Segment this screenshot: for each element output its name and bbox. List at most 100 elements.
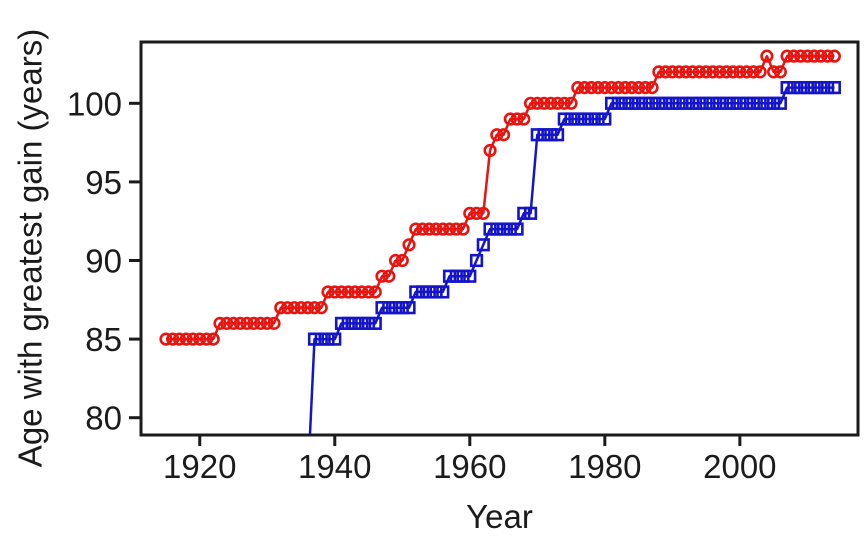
red-circles-marker (611, 80, 625, 95)
red-circles-marker (658, 65, 673, 79)
red-circles-marker (422, 222, 436, 236)
red-circles-marker (625, 80, 639, 95)
red-circles-marker (476, 206, 490, 220)
red-circles-marker (767, 65, 781, 79)
red-circles-marker (334, 285, 349, 299)
red-circles-marker (267, 316, 281, 330)
red-circles-marker (402, 238, 416, 252)
red-circles-marker (706, 65, 720, 79)
x-axis: 1920 1940 1960 1980 2000 (163, 435, 777, 485)
red-circles-marker (307, 301, 322, 315)
red-circles-marker (712, 65, 727, 79)
red-circles-marker (577, 80, 592, 95)
red-circles-marker (287, 301, 301, 315)
red-circles-marker (159, 332, 173, 346)
red-circles-marker (800, 49, 814, 63)
red-circles-marker (510, 112, 524, 126)
red-circles-marker (294, 301, 308, 315)
red-circles-marker (220, 316, 234, 330)
red-circles-marker (260, 316, 274, 330)
red-circles-marker (591, 80, 605, 95)
blue-squares-marker (476, 238, 490, 252)
red-circles-marker (557, 96, 571, 110)
blue-squares-marker (794, 80, 808, 95)
red-circles-marker (773, 65, 787, 79)
blue-squares-marker (496, 222, 511, 236)
red-circles-marker (807, 49, 821, 63)
red-circles-marker (679, 65, 693, 79)
red-circles-marker (321, 285, 335, 299)
x-tick-label: 2000 (703, 448, 776, 485)
red-circles-marker (483, 143, 497, 158)
blue-squares-marker (577, 112, 592, 126)
red-circles-marker (328, 285, 342, 299)
y-tick-label: 90 (85, 243, 122, 280)
red-circles-marker (382, 269, 396, 283)
blue-squares-marker (483, 222, 497, 236)
red-circles-marker (780, 49, 794, 63)
blue-squares-marker (341, 316, 355, 330)
blue-squares-marker (618, 96, 632, 110)
blue-squares-marker (598, 112, 612, 126)
blue-squares-marker (814, 80, 828, 95)
red-circles-marker (456, 222, 470, 236)
y-tick-label: 80 (85, 400, 122, 437)
blue-squares-marker (652, 96, 666, 110)
blue-squares-marker (625, 96, 639, 110)
blue-squares-marker (395, 301, 409, 315)
red-circles-marker (665, 65, 679, 79)
red-circles-marker (537, 96, 551, 110)
blue-squares-marker (557, 112, 571, 126)
blue-squares-marker (773, 96, 787, 110)
blue-squares-marker (307, 332, 322, 346)
blue-squares-marker (382, 301, 396, 315)
blue-squares-marker (827, 80, 841, 95)
red-circles-marker (395, 253, 409, 268)
blue-squares-marker (631, 96, 646, 110)
red-circles-marker (503, 112, 517, 126)
red-circles-marker (699, 65, 713, 79)
red-circles-marker (685, 65, 700, 79)
blue-squares-marker (422, 285, 436, 299)
red-circles-marker (517, 112, 531, 126)
red-circles-marker (821, 49, 835, 63)
blue-squares-marker (517, 206, 531, 220)
y-tick-label: 100 (67, 85, 122, 122)
y-tick-label: 95 (85, 164, 122, 201)
blue-squares-marker (321, 332, 335, 346)
red-circles-marker (314, 301, 328, 315)
red-circles-marker (436, 222, 450, 236)
blue-squares-marker (530, 128, 544, 142)
blue-squares-marker (368, 316, 382, 330)
red-circles-marker (247, 316, 261, 330)
blue-squares-marker (334, 316, 349, 330)
red-circles-marker (753, 65, 767, 79)
blue-squares-marker (645, 96, 659, 110)
red-circles-marker (550, 96, 565, 110)
y-axis-title: Age with greatest gain (years) (11, 28, 49, 468)
red-circles-marker (733, 65, 747, 79)
red-circles-marker (564, 96, 578, 110)
red-circles-marker (166, 332, 180, 346)
blue-squares-marker (658, 96, 673, 110)
red-circles-marker (719, 65, 733, 79)
red-circles-marker (692, 65, 706, 79)
red-circles-marker (571, 80, 585, 95)
blue-squares-marker (436, 285, 450, 299)
red-circles-marker (463, 206, 477, 220)
blue-squares-marker (699, 96, 713, 110)
red-circles-marker (429, 222, 443, 236)
red-circles-marker (206, 332, 220, 346)
blue-squares-marker (753, 96, 767, 110)
blue-squares-marker (449, 269, 463, 283)
red-circles-line (166, 54, 835, 341)
x-tick-label: 1980 (568, 448, 641, 485)
red-circles-marker (280, 301, 295, 315)
y-axis: 80 85 90 95 100 (67, 85, 141, 437)
x-axis-title: Year (466, 498, 533, 535)
red-circles-marker (274, 301, 288, 315)
red-circles-marker (598, 80, 612, 95)
blue-squares-marker (469, 253, 484, 268)
